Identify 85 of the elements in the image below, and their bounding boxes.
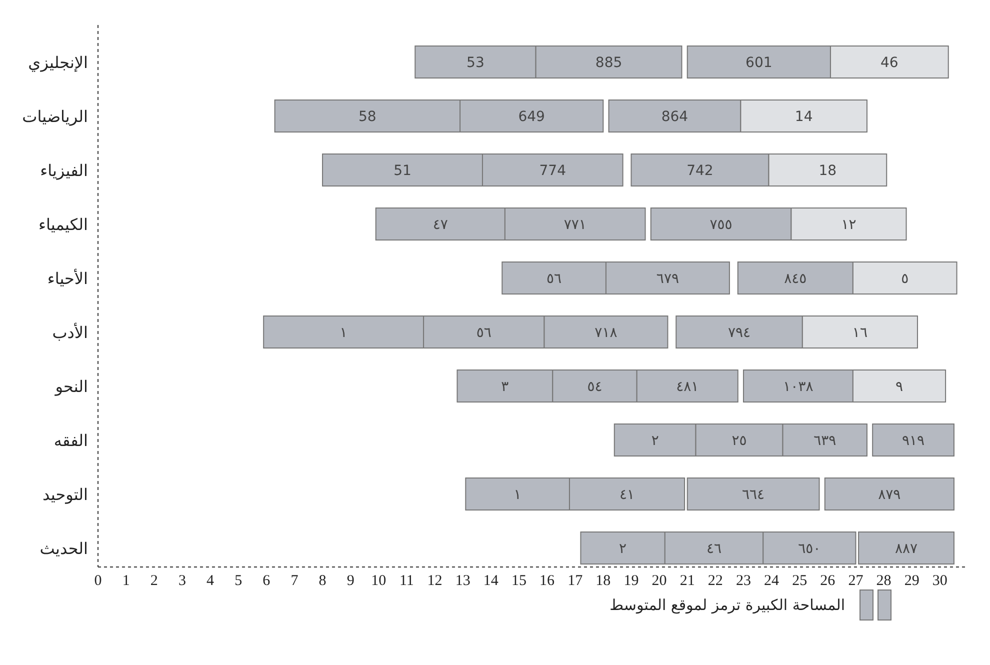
x-tick-label: 12: [427, 573, 442, 589]
y-tick-label: الرياضيات: [22, 107, 88, 126]
x-tick-label: 10: [371, 573, 386, 589]
y-tick-label: الإنجليزي: [28, 53, 88, 72]
annotation: ١٦: [852, 325, 868, 341]
annotation: 53: [466, 55, 484, 71]
y-tick-label: الفقه: [54, 431, 88, 450]
annotation: 742: [686, 163, 714, 179]
x-tick-label: 15: [511, 573, 526, 589]
annotation: ٥٤: [587, 379, 602, 395]
x-tick-label: 2: [150, 573, 158, 589]
annotation: ١: [340, 325, 348, 341]
x-tick-label: 18: [596, 573, 611, 589]
x-tick-label: 1: [122, 573, 130, 589]
annotation: ٨٧٩: [878, 487, 901, 503]
x-tick-label: 23: [736, 573, 751, 589]
x-tick-label: 20: [652, 573, 667, 589]
x-tick-label: 26: [820, 573, 836, 589]
annotation: 46: [880, 55, 898, 71]
annotation: ٥٦: [476, 325, 492, 341]
annotation: ٢: [619, 541, 627, 557]
annotation: ٤٧: [432, 217, 448, 233]
annotation: 14: [794, 109, 813, 125]
annotation: 774: [539, 163, 566, 179]
annotation: ٤٦: [706, 541, 722, 557]
annotation: ٦٦٤: [742, 487, 765, 503]
annotation: ١٢: [841, 217, 856, 233]
annotation: ٧٩٤: [728, 325, 751, 341]
y-tick-label: الأدب: [52, 322, 88, 342]
x-tick-label: 13: [455, 573, 470, 589]
annotation: ٧٥٥: [710, 217, 732, 233]
annotation: ١: [514, 487, 522, 503]
x-tick-label: 22: [708, 573, 723, 589]
annotation: 601: [746, 55, 772, 71]
annotation: ٦٣٩: [814, 433, 836, 449]
annotation: ٤١: [619, 487, 635, 503]
x-tick-label: 14: [483, 573, 499, 589]
annotation: ٤٨١: [676, 379, 699, 395]
y-tick-label: الفيزياء: [40, 161, 88, 180]
annotation: ٣: [501, 379, 510, 395]
x-tick-label: 24: [764, 573, 780, 589]
annotation: ٢: [651, 433, 659, 449]
annotation: ٨٨٧: [894, 541, 918, 557]
annotation: 18: [818, 163, 837, 179]
y-tick-label: التوحيد: [42, 485, 88, 504]
annotation: ٨٤٥: [784, 271, 807, 287]
x-tick-label: 9: [346, 573, 354, 589]
x-tick-label: 30: [932, 573, 948, 589]
annotation: ٩١٩: [902, 433, 925, 449]
y-tick-label: الحديث: [40, 539, 88, 558]
y-tick-label: الكيمياء: [38, 215, 88, 234]
x-tick-label: 27: [848, 573, 864, 589]
annotation: ٥: [901, 271, 909, 287]
text: المساحة الكبيرة ترمز لموقع المتوسط: [610, 596, 845, 614]
x-tick-label: 4: [206, 573, 215, 589]
annotation: 51: [394, 163, 412, 179]
x-tick-label: 6: [262, 573, 271, 589]
annotation: ٧٧١: [564, 217, 586, 233]
annotation: ١٠٣٨: [783, 379, 814, 395]
x-tick-label: 19: [624, 573, 639, 589]
x-tick-label: 29: [904, 573, 920, 589]
annotation: ٦٧٩: [656, 271, 679, 287]
x-tick-label: 5: [234, 573, 242, 589]
annotation: ٦٥٠: [798, 541, 821, 557]
x-tick-label: 0: [94, 573, 102, 589]
annotation: ٢٥: [732, 433, 747, 449]
annotation: ٩: [895, 379, 904, 395]
x-tick-label: 11: [399, 573, 414, 589]
x-tick-label: 3: [178, 573, 186, 589]
x-tick-label: 16: [540, 573, 556, 589]
y-tick-label: النحو: [54, 377, 88, 396]
x-tick-label: 17: [568, 573, 584, 589]
x-tick-label: 7: [290, 573, 299, 589]
annotation: 885: [595, 55, 622, 71]
bar: [686, 478, 820, 510]
x-tick-label: 25: [792, 573, 808, 589]
x-tick-label: 21: [680, 573, 695, 589]
x-tick-label: 8: [318, 573, 326, 589]
annotation: 58: [358, 109, 376, 125]
annotation: 649: [518, 109, 545, 125]
x-tick-label: 28: [876, 573, 892, 589]
annotation: 864: [661, 109, 688, 125]
annotation: ٧١٨: [594, 325, 618, 341]
y-tick-label: الأحياء: [47, 268, 88, 288]
annotation: ٥٦: [546, 271, 562, 287]
